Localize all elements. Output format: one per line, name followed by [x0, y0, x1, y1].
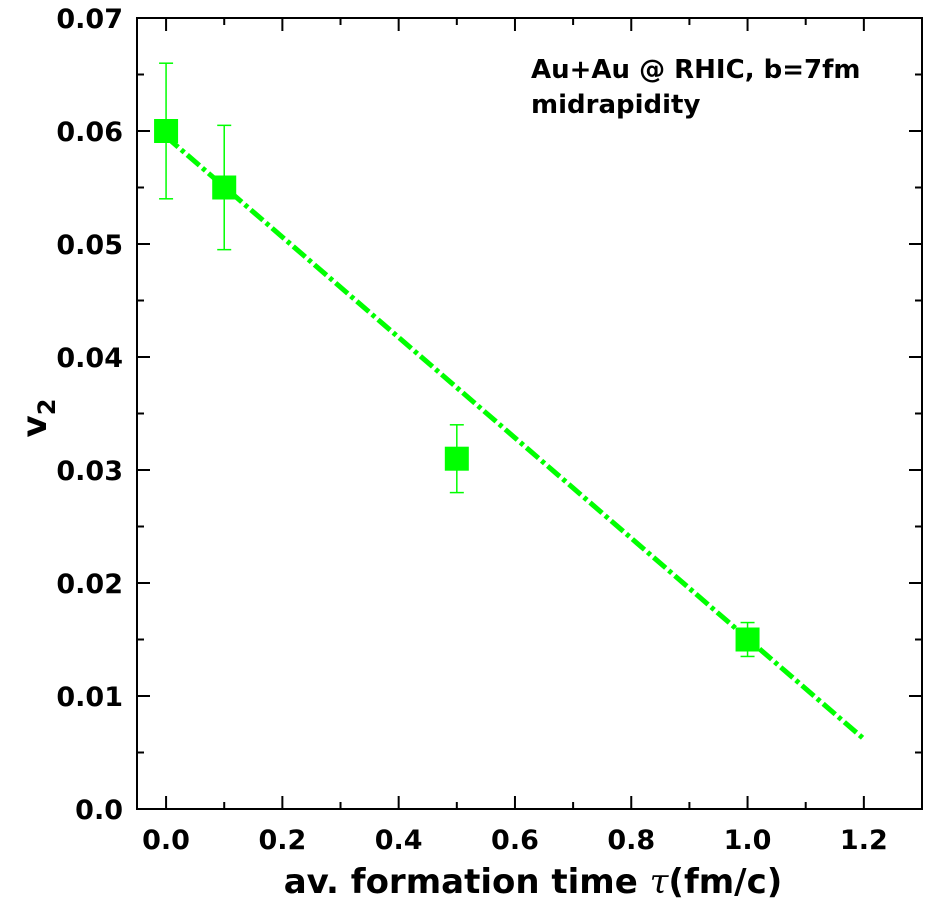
data-point-square	[154, 119, 179, 143]
x-axis-title-unit: (fm/c)	[668, 862, 782, 902]
data-point-square	[212, 175, 237, 200]
y-tick-label: 0.05	[56, 230, 123, 261]
y-tick-label: 0.03	[56, 456, 123, 487]
y-tick-label: 0.06	[56, 117, 123, 148]
axis-tick-labels: 0.0 0.2 0.4 0.6 0.8 1.0 1.2 0.0 0.01 0.02 0.03 0.04…	[56, 4, 887, 856]
x-tick-label: 1.2	[840, 825, 888, 856]
x-tick-label: 0.0	[142, 825, 190, 856]
annotation-rapidity: midrapidity	[531, 90, 700, 120]
x-axis-title-tau: τ	[650, 862, 670, 902]
x-tick-label: 0.6	[491, 825, 539, 856]
y-axis-title: v2	[15, 399, 61, 438]
data-point-square	[444, 446, 469, 471]
x-tick-label: 0.8	[607, 825, 655, 856]
y-tick-label: 0.07	[56, 4, 123, 35]
data-point-square	[735, 627, 760, 652]
data-points-group	[154, 62, 760, 658]
y-tick-label: 0.01	[56, 682, 123, 713]
svg-text:v2: v2	[15, 399, 61, 438]
axis-ticks	[137, 17, 922, 810]
y-tick-label: 0.0	[75, 795, 123, 826]
y-axis-title-main: v	[15, 415, 55, 437]
y-tick-label: 0.02	[56, 569, 123, 600]
x-tick-label: 1.0	[724, 825, 772, 856]
annotation-collision: Au+Au @ RHIC, b=7fm	[531, 55, 861, 85]
x-axis-title: av. formation time τ(fm/c)	[284, 862, 783, 902]
x-axis-title-main: av. formation time	[284, 862, 650, 902]
y-axis-title-sub: 2	[33, 399, 61, 416]
x-tick-label: 0.2	[258, 825, 306, 856]
x-tick-label: 0.4	[375, 825, 423, 856]
y-tick-label: 0.04	[56, 343, 123, 374]
